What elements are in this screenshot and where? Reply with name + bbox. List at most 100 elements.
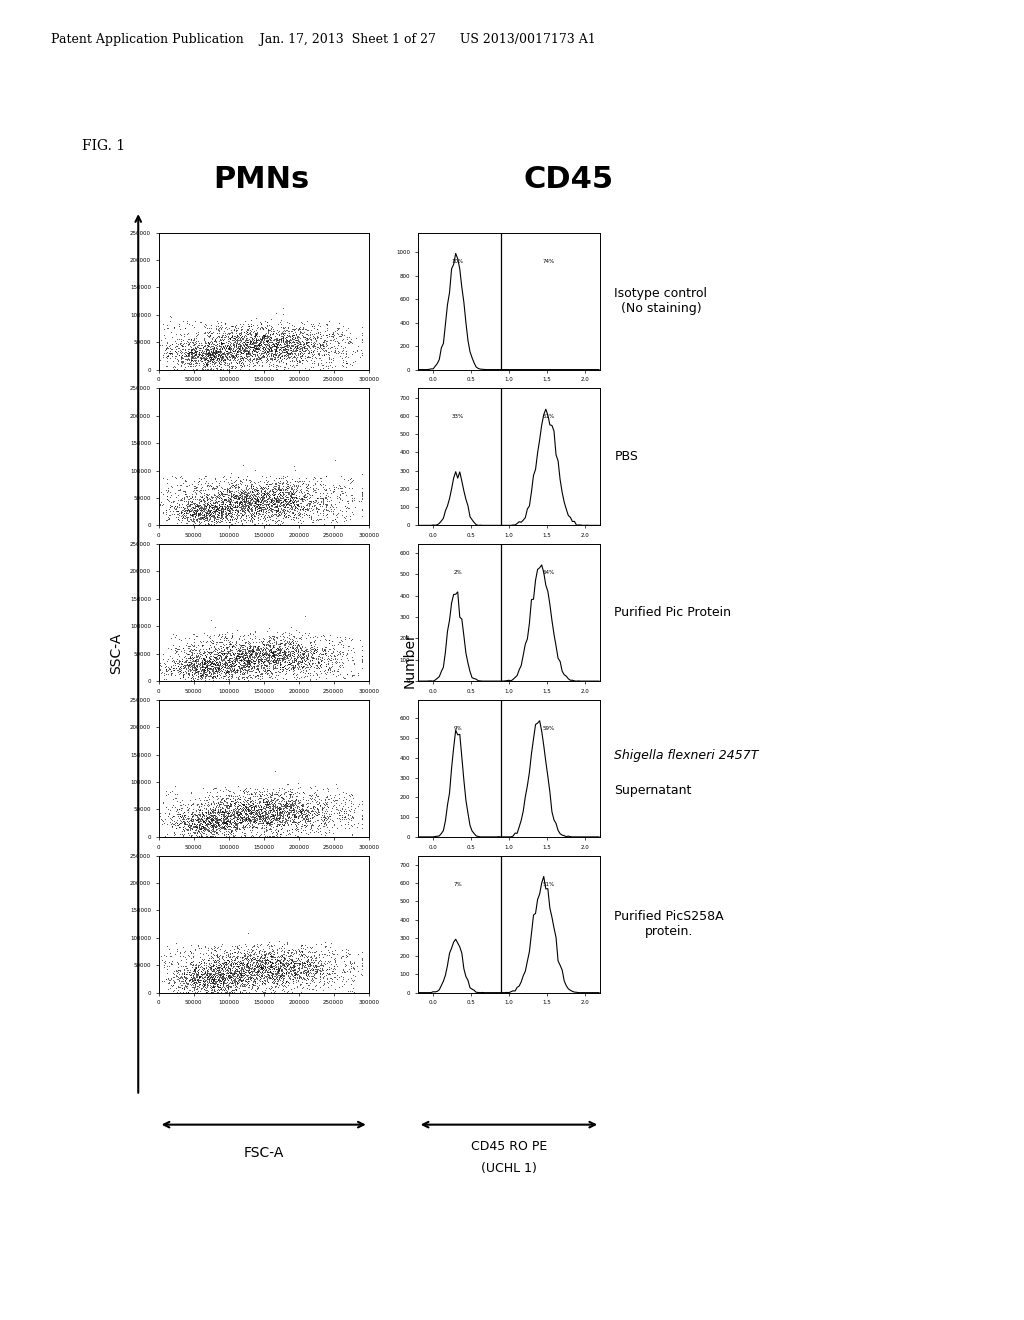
Point bbox=[172, 660, 188, 681]
Point bbox=[239, 343, 255, 364]
Point bbox=[218, 642, 234, 663]
Point bbox=[305, 352, 322, 374]
Point bbox=[202, 801, 218, 822]
Point bbox=[199, 354, 215, 375]
Point bbox=[190, 969, 207, 990]
Point bbox=[321, 323, 337, 345]
Point bbox=[248, 824, 264, 845]
Point bbox=[221, 480, 238, 502]
Point bbox=[242, 484, 258, 506]
Point bbox=[166, 972, 182, 993]
Point bbox=[166, 814, 182, 836]
Point bbox=[191, 818, 208, 840]
Point bbox=[223, 342, 240, 363]
Point bbox=[250, 804, 266, 825]
Point bbox=[245, 968, 261, 989]
Point bbox=[251, 799, 267, 820]
Point bbox=[295, 498, 311, 519]
Point bbox=[254, 781, 270, 803]
Point bbox=[239, 804, 255, 825]
Point bbox=[183, 651, 200, 672]
Point bbox=[292, 966, 308, 987]
Point bbox=[240, 355, 256, 376]
Point bbox=[202, 345, 218, 366]
Point bbox=[318, 962, 335, 983]
Point bbox=[217, 982, 233, 1003]
Point bbox=[293, 647, 309, 668]
Point bbox=[345, 957, 361, 978]
Point bbox=[221, 803, 238, 824]
Point bbox=[244, 962, 260, 983]
Point bbox=[226, 792, 243, 813]
Point bbox=[308, 797, 325, 818]
Point bbox=[232, 339, 249, 360]
Point bbox=[236, 334, 252, 355]
Point bbox=[223, 483, 240, 504]
Point bbox=[198, 498, 214, 519]
Point bbox=[232, 348, 249, 370]
Point bbox=[287, 805, 303, 826]
Point bbox=[274, 499, 291, 520]
Point bbox=[269, 795, 286, 816]
Point bbox=[214, 507, 230, 528]
Point bbox=[248, 812, 264, 833]
Point bbox=[337, 813, 353, 834]
Point bbox=[175, 969, 191, 990]
Point bbox=[152, 982, 168, 1003]
Point bbox=[178, 508, 195, 529]
Point bbox=[202, 500, 218, 521]
Point bbox=[343, 791, 359, 812]
Point bbox=[176, 346, 193, 367]
Point bbox=[233, 484, 250, 506]
Point bbox=[219, 809, 236, 830]
Point bbox=[197, 651, 213, 672]
Point bbox=[340, 813, 356, 834]
Point bbox=[236, 335, 252, 356]
Point bbox=[216, 488, 232, 510]
Point bbox=[226, 803, 243, 824]
Point bbox=[209, 660, 225, 681]
Point bbox=[170, 645, 186, 667]
Point bbox=[187, 656, 204, 677]
Point bbox=[246, 944, 262, 965]
Point bbox=[193, 496, 209, 517]
Point bbox=[208, 812, 224, 833]
Point bbox=[332, 488, 348, 510]
Point bbox=[338, 350, 354, 371]
Point bbox=[308, 784, 325, 805]
Point bbox=[286, 478, 302, 499]
Point bbox=[305, 958, 322, 979]
Point bbox=[194, 813, 210, 834]
Point bbox=[291, 467, 307, 488]
Point bbox=[251, 651, 267, 672]
Point bbox=[186, 506, 203, 527]
Point bbox=[172, 323, 188, 345]
Point bbox=[268, 657, 285, 678]
Point bbox=[234, 500, 251, 521]
Point bbox=[199, 657, 215, 678]
Point bbox=[212, 979, 228, 1001]
Point bbox=[271, 477, 288, 498]
Point bbox=[286, 804, 302, 825]
Point bbox=[191, 817, 208, 838]
Point bbox=[266, 492, 283, 513]
Point bbox=[276, 504, 293, 525]
Point bbox=[207, 653, 223, 675]
Point bbox=[173, 338, 189, 359]
Point bbox=[231, 487, 248, 508]
Point bbox=[226, 978, 243, 999]
Point bbox=[234, 659, 251, 680]
Point bbox=[239, 970, 255, 991]
Point bbox=[278, 642, 294, 663]
Point bbox=[196, 341, 212, 362]
Point bbox=[197, 657, 213, 678]
Point bbox=[212, 977, 228, 998]
Point bbox=[215, 327, 231, 348]
Point bbox=[202, 507, 218, 528]
Point bbox=[264, 957, 281, 978]
Point bbox=[291, 341, 307, 362]
Point bbox=[249, 638, 265, 659]
Point bbox=[208, 638, 224, 659]
Point bbox=[208, 655, 224, 676]
Point bbox=[285, 656, 301, 677]
